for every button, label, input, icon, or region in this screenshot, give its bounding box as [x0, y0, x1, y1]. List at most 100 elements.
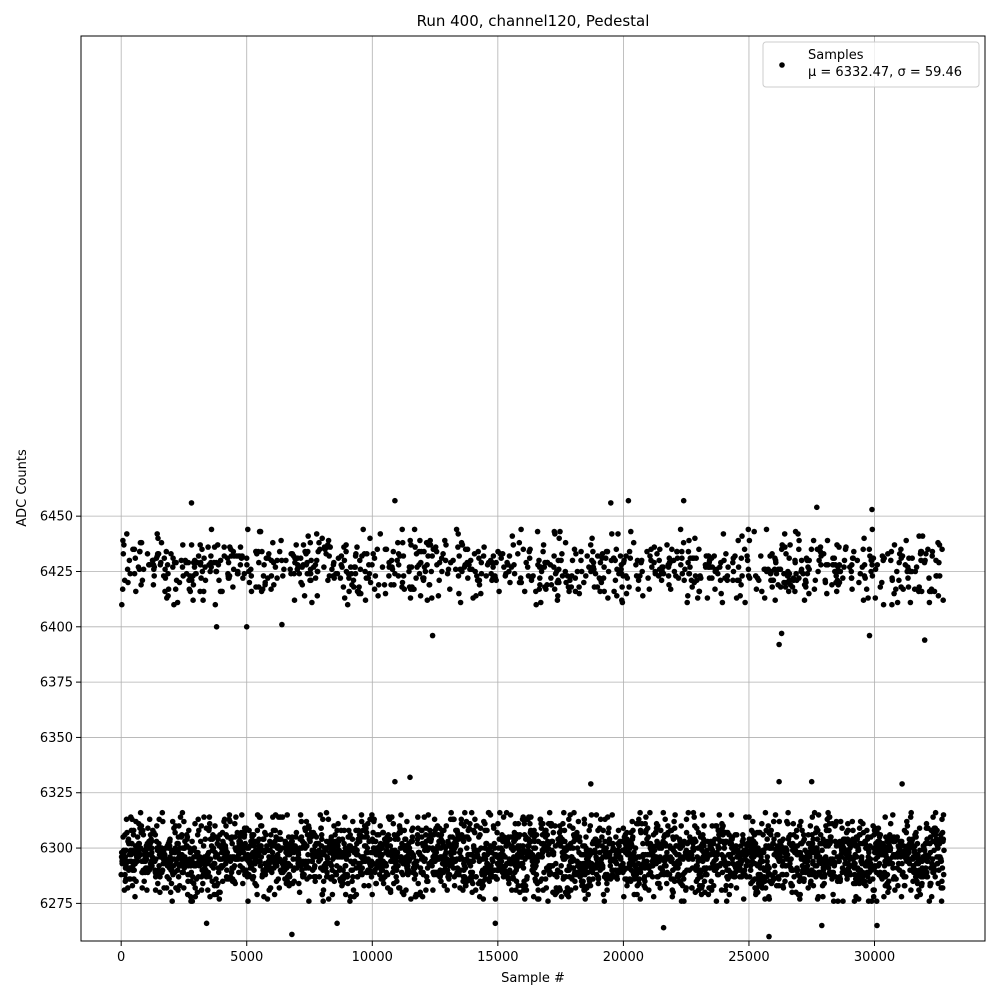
- data-point: [374, 546, 381, 553]
- data-point: [490, 553, 497, 559]
- data-point: [542, 876, 549, 882]
- data-point: [550, 849, 557, 856]
- data-point: [355, 827, 362, 834]
- data-point: [690, 845, 697, 851]
- data-point: [830, 891, 836, 898]
- data-point: [860, 597, 867, 603]
- data-point: [146, 816, 153, 823]
- data-point: [869, 526, 876, 533]
- data-point: [732, 874, 738, 880]
- data-point: [671, 878, 678, 885]
- data-point: [647, 553, 653, 559]
- data-point: [816, 557, 822, 564]
- data-point: [869, 562, 875, 568]
- data-point: [257, 863, 264, 869]
- data-point: [923, 551, 929, 557]
- data-point: [912, 568, 919, 575]
- data-point: [210, 865, 217, 871]
- x-tick-label: 0: [117, 950, 125, 965]
- data-point: [638, 557, 645, 564]
- data-point: [148, 845, 155, 851]
- data-point: [423, 887, 429, 893]
- data-point: [521, 588, 528, 595]
- data-point: [181, 818, 187, 825]
- data-point: [533, 832, 540, 838]
- data-point: [433, 548, 440, 555]
- data-point: [848, 568, 855, 575]
- data-point: [828, 834, 834, 840]
- data-point: [822, 854, 829, 860]
- data-point: [334, 827, 340, 834]
- data-point: [599, 834, 605, 840]
- data-point: [364, 551, 370, 557]
- data-point: [371, 816, 378, 823]
- data-point: [766, 865, 772, 871]
- data-point: [258, 854, 265, 860]
- data-point: [605, 568, 612, 575]
- data-point: [597, 588, 603, 595]
- data-point: [551, 586, 558, 592]
- data-point: [891, 590, 897, 597]
- data-point: [352, 570, 359, 577]
- data-point: [929, 856, 936, 862]
- data-point: [586, 564, 592, 570]
- data-point: [824, 537, 831, 544]
- data-point: [658, 845, 665, 851]
- data-point: [429, 863, 435, 869]
- data-point: [212, 823, 218, 829]
- data-point: [318, 825, 324, 831]
- data-point: [299, 582, 306, 588]
- x-tick-label: 20000: [603, 950, 644, 965]
- data-point: [402, 836, 409, 842]
- data-point: [208, 564, 214, 570]
- data-point: [819, 847, 825, 854]
- data-point: [456, 871, 462, 878]
- data-point: [122, 854, 129, 860]
- data-point: [205, 544, 211, 550]
- data-point: [649, 564, 655, 570]
- data-point: [573, 551, 579, 557]
- data-point: [506, 880, 512, 887]
- data-point: [694, 863, 700, 869]
- data-point: [197, 559, 204, 566]
- data-point: [389, 566, 396, 573]
- data-point: [248, 588, 255, 595]
- data-point: [666, 555, 673, 561]
- data-point: [323, 809, 330, 816]
- data-point: [328, 863, 335, 869]
- data-point: [664, 849, 670, 856]
- data-point: [462, 809, 468, 816]
- data-point: [421, 575, 427, 581]
- data-point: [457, 847, 464, 854]
- data-point: [733, 843, 739, 849]
- data-point: [590, 548, 596, 555]
- data-point: [769, 584, 775, 590]
- data-point: [801, 876, 807, 882]
- data-point: [215, 562, 222, 568]
- data-point: [854, 876, 860, 882]
- data-point: [372, 869, 378, 876]
- data-point: [689, 885, 695, 891]
- data-point: [652, 829, 659, 836]
- legend-stats-label: μ = 6332.47, σ = 59.46: [808, 65, 962, 80]
- data-point: [746, 814, 752, 820]
- data-point: [940, 836, 947, 842]
- data-point: [651, 559, 657, 566]
- data-point: [903, 874, 909, 880]
- data-point: [385, 832, 392, 838]
- data-point: [815, 893, 822, 900]
- data-point: [425, 812, 432, 818]
- data-point: [526, 843, 532, 849]
- data-point: [820, 836, 826, 842]
- y-tick-label: 6425: [40, 565, 73, 580]
- data-point: [195, 816, 201, 823]
- data-point: [491, 845, 498, 851]
- data-point: [120, 537, 126, 544]
- data-point: [395, 863, 401, 869]
- data-point: [329, 874, 335, 880]
- data-point: [570, 845, 576, 851]
- data-point: [254, 827, 261, 834]
- data-point: [875, 825, 882, 831]
- data-point: [704, 847, 710, 854]
- data-point: [826, 827, 832, 834]
